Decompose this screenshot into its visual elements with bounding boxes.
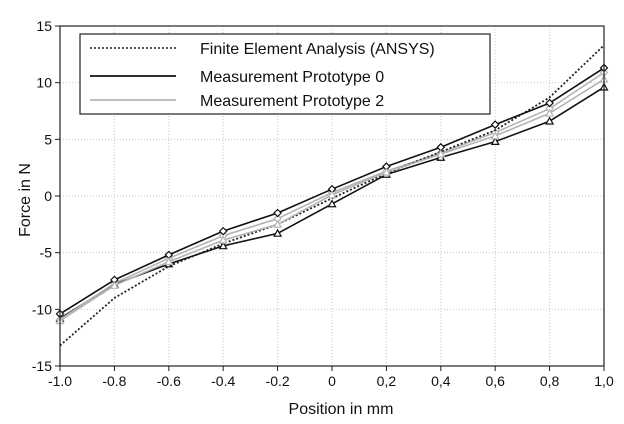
- series-marker-2: [545, 108, 555, 117]
- x-tick-label: -1.0: [48, 373, 72, 389]
- x-tick-label: 0,6: [485, 373, 505, 389]
- x-tick-label: -0.2: [266, 373, 290, 389]
- series-marker-extra-0: [490, 136, 500, 145]
- series-marker-2: [109, 280, 119, 289]
- y-tick-label: -5: [40, 245, 53, 261]
- series-marker-2: [381, 167, 391, 176]
- x-tick-label: 0,2: [377, 373, 397, 389]
- y-axis-label: Force in N: [17, 163, 34, 237]
- series-lines: [55, 44, 609, 347]
- y-tick-label: -10: [32, 301, 52, 317]
- grid: [60, 26, 604, 366]
- series-marker-1: [273, 208, 282, 218]
- series-marker-2: [218, 235, 228, 244]
- y-tick-label: 0: [44, 188, 52, 204]
- series-marker-extra-0: [327, 199, 337, 208]
- y-axis-ticks: -15 -10 -5 0 5 10 15: [32, 18, 60, 374]
- x-tick-label: -0.6: [157, 373, 181, 389]
- x-axis-ticks: -1.0 -0.8 -0.6 -0.4 -0.2 0 0,2 0,4 0,6 0,8 1,0: [48, 366, 614, 389]
- x-tick-label: 0,8: [540, 373, 560, 389]
- series-marker-2: [490, 131, 500, 140]
- series-marker-2: [327, 190, 337, 199]
- series-marker-2: [164, 256, 174, 266]
- y-tick-label: 5: [44, 131, 52, 147]
- x-axis-label: Position in mm: [289, 401, 394, 418]
- series-marker-1: [218, 226, 228, 236]
- legend-label-fea: Finite Element Analysis (ANSYS): [200, 41, 435, 58]
- legend-label-prototype-2: Measurement Prototype 2: [200, 93, 384, 110]
- y-tick-label: 15: [36, 18, 52, 34]
- y-tick-label: -15: [32, 358, 52, 374]
- series-marker-2: [436, 149, 446, 158]
- series-marker-1: [490, 120, 500, 129]
- series-marker-2: [273, 219, 283, 228]
- x-tick-label: 0,4: [431, 373, 451, 389]
- series-marker-extra-0: [218, 241, 228, 250]
- legend-label-prototype-0: Measurement Prototype 0: [200, 69, 384, 86]
- x-tick-label: -0.8: [102, 373, 126, 389]
- x-tick-label: 0: [328, 373, 336, 389]
- series-marker-extra-0: [545, 116, 555, 125]
- x-tick-label: -0.4: [211, 373, 235, 389]
- series-marker-extra-0: [273, 228, 283, 237]
- legend: Finite Element Analysis (ANSYS) Measurem…: [79, 33, 491, 115]
- series-marker-1: [545, 98, 554, 108]
- x-tick-label: 1,0: [594, 373, 614, 389]
- y-tick-label: 10: [36, 75, 52, 91]
- series-line-0: [59, 44, 605, 347]
